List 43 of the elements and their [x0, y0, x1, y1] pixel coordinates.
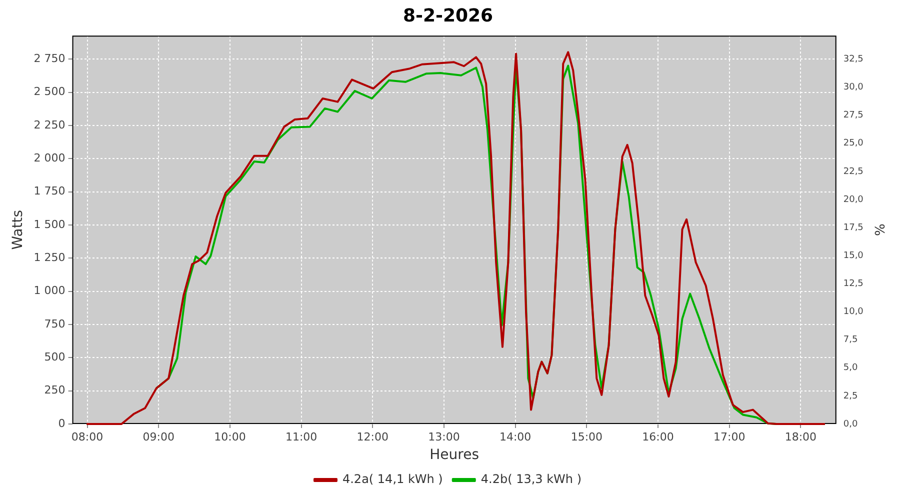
y2-axis-title: %: [870, 224, 886, 236]
y-tick-label: 2 500: [34, 85, 66, 98]
chart-title: 8-2-2026: [402, 5, 494, 26]
y2-tick-label: 20,0: [843, 194, 864, 205]
x-tick-label: 18:00: [784, 430, 817, 444]
y2-tick-label: 27,5: [843, 110, 864, 121]
legend-label: 4.2b( 13,3 kWh ): [480, 472, 582, 486]
y-tick-label: 1 250: [34, 250, 66, 264]
y-tick-label: 250: [44, 384, 66, 397]
x-tick-label: 15:00: [570, 430, 603, 444]
x-tick-label: 14:00: [499, 430, 532, 444]
y2-tick-label: 7,5: [843, 335, 858, 346]
y2-tick-label: 17,5: [843, 222, 864, 233]
y-tick-label: 2 000: [34, 151, 66, 164]
y2-tick-label: 25,0: [843, 138, 864, 149]
y-tick-label: 500: [44, 350, 66, 364]
y-tick-label: 1 500: [34, 218, 66, 231]
x-tick-label: 13:00: [428, 430, 460, 444]
x-tick-label: 11:00: [285, 430, 318, 444]
y2-tick-label: 32,5: [843, 54, 864, 65]
x-tick-label: 16:00: [642, 430, 674, 444]
y2-tick-label: 15,0: [843, 250, 864, 261]
y2-tick-label: 30,0: [843, 82, 864, 93]
y2-tick-label: 10,0: [843, 307, 864, 318]
y-tick-label: 750: [44, 317, 66, 330]
y-tick-label: 2 750: [34, 52, 66, 65]
x-tick-label: 09:00: [142, 430, 174, 444]
x-tick-label: 12:00: [356, 430, 388, 444]
y-tick-label: 1 000: [34, 284, 66, 298]
legend-label: 4.2a( 14,1 kWh ): [342, 472, 443, 486]
x-axis-title: Heures: [430, 447, 480, 464]
y-tick-label: 2 250: [34, 118, 66, 132]
y2-tick-label: 2,5: [843, 391, 858, 402]
x-tick-label: 17:00: [713, 430, 746, 444]
y2-tick-label: 5,0: [843, 363, 858, 374]
y-tick-label: 1 750: [34, 184, 66, 198]
y2-tick-label: 0,0: [843, 419, 858, 430]
y2-tick-label: 12,5: [843, 279, 864, 290]
y2-tick-label: 22,5: [843, 166, 864, 177]
x-tick-label: 10:00: [214, 430, 246, 444]
y-axis-title: Watts: [10, 210, 26, 250]
y-tick-label: 0: [58, 416, 66, 430]
x-tick-label: 08:00: [71, 430, 104, 444]
